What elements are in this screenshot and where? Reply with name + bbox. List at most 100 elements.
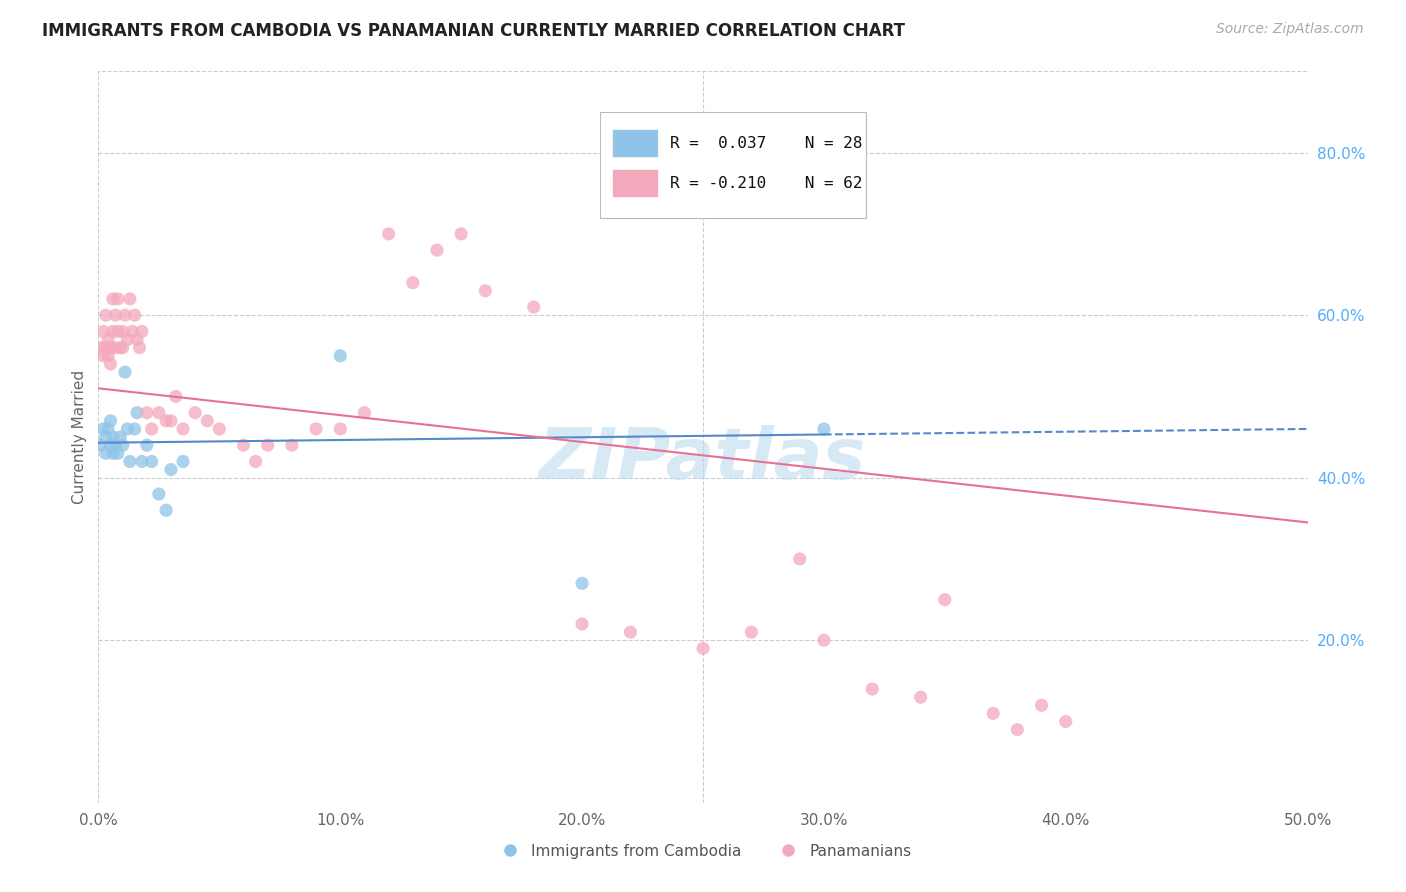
Point bbox=[104, 438, 127, 452]
Point bbox=[108, 430, 131, 444]
Point bbox=[101, 446, 124, 460]
Point bbox=[692, 641, 714, 656]
Point bbox=[305, 422, 328, 436]
Point bbox=[108, 341, 131, 355]
Point bbox=[121, 325, 143, 339]
Point bbox=[97, 422, 120, 436]
Point bbox=[148, 406, 170, 420]
Point bbox=[135, 406, 157, 420]
Point bbox=[426, 243, 449, 257]
Point bbox=[571, 576, 593, 591]
Point bbox=[117, 333, 139, 347]
Point bbox=[740, 625, 762, 640]
Point bbox=[329, 349, 352, 363]
Point bbox=[97, 333, 120, 347]
Point bbox=[165, 389, 187, 403]
Point bbox=[1054, 714, 1077, 729]
Point bbox=[523, 300, 546, 314]
Text: IMMIGRANTS FROM CAMBODIA VS PANAMANIAN CURRENTLY MARRIED CORRELATION CHART: IMMIGRANTS FROM CAMBODIA VS PANAMANIAN C… bbox=[42, 22, 905, 40]
Point bbox=[245, 454, 267, 468]
Point bbox=[813, 633, 835, 648]
Point bbox=[124, 422, 146, 436]
Point bbox=[141, 454, 163, 468]
Text: R =  0.037    N = 28: R = 0.037 N = 28 bbox=[671, 136, 863, 151]
Point bbox=[160, 462, 183, 476]
Point bbox=[127, 333, 149, 347]
Point bbox=[155, 503, 177, 517]
FancyBboxPatch shape bbox=[600, 112, 866, 218]
Point bbox=[104, 308, 127, 322]
Legend: Immigrants from Cambodia, Panamanians: Immigrants from Cambodia, Panamanians bbox=[489, 838, 917, 864]
Point bbox=[402, 276, 425, 290]
Point bbox=[94, 341, 117, 355]
Y-axis label: Currently Married: Currently Married bbox=[72, 370, 87, 504]
Point bbox=[128, 341, 150, 355]
Point bbox=[160, 414, 183, 428]
Point bbox=[107, 292, 129, 306]
Point bbox=[91, 325, 114, 339]
Point bbox=[131, 454, 153, 468]
Point bbox=[208, 422, 231, 436]
Point bbox=[813, 422, 835, 436]
Point bbox=[172, 422, 194, 436]
Text: ZIPatlas: ZIPatlas bbox=[540, 425, 866, 493]
Point bbox=[124, 308, 146, 322]
Point bbox=[104, 341, 127, 355]
Point bbox=[377, 227, 399, 241]
Point bbox=[97, 349, 120, 363]
Point bbox=[117, 422, 139, 436]
Point bbox=[111, 438, 134, 452]
Point bbox=[100, 414, 122, 428]
Point bbox=[111, 341, 134, 355]
Point bbox=[101, 430, 124, 444]
Point bbox=[107, 325, 129, 339]
Point bbox=[184, 406, 207, 420]
Bar bbox=[613, 129, 658, 157]
Point bbox=[101, 292, 124, 306]
Point bbox=[155, 414, 177, 428]
Point bbox=[114, 365, 136, 379]
Point bbox=[1031, 698, 1053, 713]
Point bbox=[256, 438, 278, 452]
Point bbox=[232, 438, 254, 452]
Point bbox=[281, 438, 304, 452]
Point bbox=[100, 357, 122, 371]
Point bbox=[114, 308, 136, 322]
Point bbox=[101, 325, 124, 339]
Point bbox=[91, 422, 114, 436]
Point bbox=[910, 690, 932, 705]
Point bbox=[94, 430, 117, 444]
Point bbox=[981, 706, 1004, 721]
Bar bbox=[613, 169, 658, 197]
Point bbox=[172, 454, 194, 468]
Point bbox=[90, 438, 112, 452]
Point bbox=[118, 454, 141, 468]
Point bbox=[148, 487, 170, 501]
Point bbox=[118, 292, 141, 306]
Point bbox=[127, 406, 149, 420]
Point bbox=[90, 341, 112, 355]
Point bbox=[934, 592, 956, 607]
Text: Source: ZipAtlas.com: Source: ZipAtlas.com bbox=[1216, 22, 1364, 37]
Point bbox=[100, 341, 122, 355]
Point bbox=[450, 227, 472, 241]
Point bbox=[353, 406, 375, 420]
Point bbox=[131, 325, 153, 339]
Point bbox=[91, 349, 114, 363]
Point bbox=[195, 414, 218, 428]
Point bbox=[329, 422, 352, 436]
Point bbox=[789, 552, 811, 566]
Point bbox=[474, 284, 496, 298]
Point bbox=[1007, 723, 1029, 737]
Point bbox=[94, 308, 117, 322]
Point bbox=[135, 438, 157, 452]
Point bbox=[94, 446, 117, 460]
Point bbox=[571, 617, 593, 632]
Point bbox=[141, 422, 163, 436]
Point bbox=[107, 446, 129, 460]
Point bbox=[860, 681, 883, 696]
Text: R = -0.210    N = 62: R = -0.210 N = 62 bbox=[671, 176, 863, 191]
Point bbox=[619, 625, 641, 640]
Point bbox=[100, 438, 122, 452]
Point bbox=[111, 325, 134, 339]
